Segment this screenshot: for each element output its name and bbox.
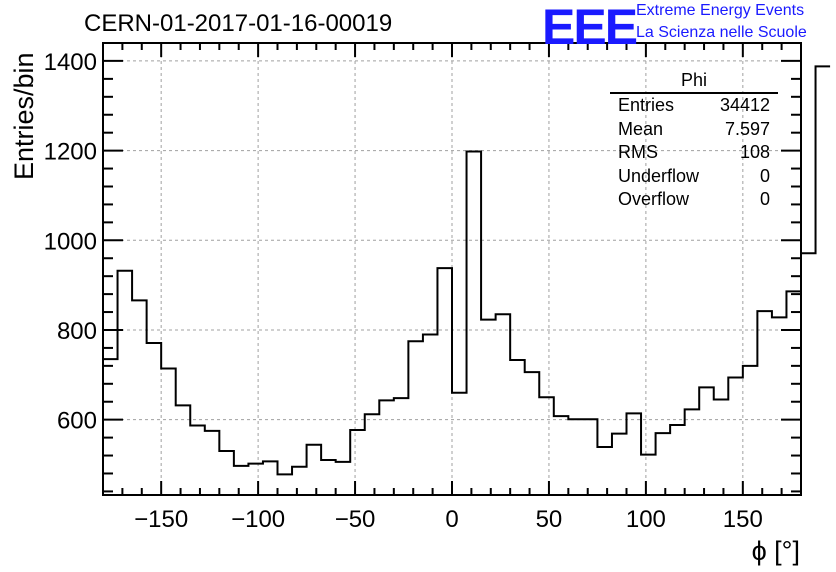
eee-logo: EEE bbox=[542, 0, 638, 55]
x-axis-label: ϕ [°] bbox=[752, 536, 800, 566]
stats-value: 108 bbox=[739, 142, 770, 162]
stats-value: 34412 bbox=[719, 95, 770, 115]
stats-box: Phi Entries 34412 Mean 7.597 RMS 108 Und… bbox=[610, 70, 778, 212]
y-tick-label: 800 bbox=[57, 318, 97, 345]
y-tick-label: 600 bbox=[57, 408, 97, 435]
stats-label: Entries bbox=[618, 95, 675, 115]
plot-title: CERN-01-2017-01-16-00019 bbox=[84, 10, 393, 37]
x-tick-label: −50 bbox=[335, 506, 376, 533]
x-tick-label: 100 bbox=[626, 506, 666, 533]
x-tick-label: 0 bbox=[445, 506, 458, 533]
tick-labels: −150 −100 −50 0 50 100 150 600 800 1000 1200 1400 bbox=[44, 49, 763, 533]
x-tick-label: 150 bbox=[723, 506, 763, 533]
x-tick-label: 50 bbox=[536, 506, 563, 533]
logo-line-1: Extreme Energy Events bbox=[636, 2, 805, 19]
stats-value: 7.597 bbox=[724, 118, 770, 139]
logo-line-2: La Scienza nelle Scuole bbox=[636, 24, 807, 41]
stats-label: Mean bbox=[618, 118, 664, 139]
stats-title: Phi bbox=[610, 70, 778, 94]
stats-row-mean: Mean 7.597 bbox=[610, 118, 778, 142]
stats-label: Overflow bbox=[618, 189, 690, 209]
stats-value: 0 bbox=[759, 189, 770, 209]
stats-value: 0 bbox=[759, 165, 770, 186]
y-axis-label: Entries/bin bbox=[9, 52, 39, 180]
axis-ticks bbox=[103, 42, 801, 495]
y-tick-label: 1200 bbox=[44, 139, 97, 166]
stats-row-rms: RMS 108 bbox=[610, 141, 778, 165]
stats-row-entries: Entries 34412 bbox=[610, 94, 778, 118]
y-tick-label: 1400 bbox=[44, 49, 97, 76]
histogram-outline bbox=[103, 65, 831, 476]
x-tick-label: −100 bbox=[231, 506, 285, 533]
stats-label: Underflow bbox=[618, 165, 700, 186]
y-tick-label: 1000 bbox=[44, 228, 97, 255]
stats-row-overflow: Overflow 0 bbox=[610, 188, 778, 212]
x-tick-label: −150 bbox=[134, 506, 188, 533]
stats-label: RMS bbox=[618, 142, 658, 162]
stats-row-underflow: Underflow 0 bbox=[610, 165, 778, 189]
